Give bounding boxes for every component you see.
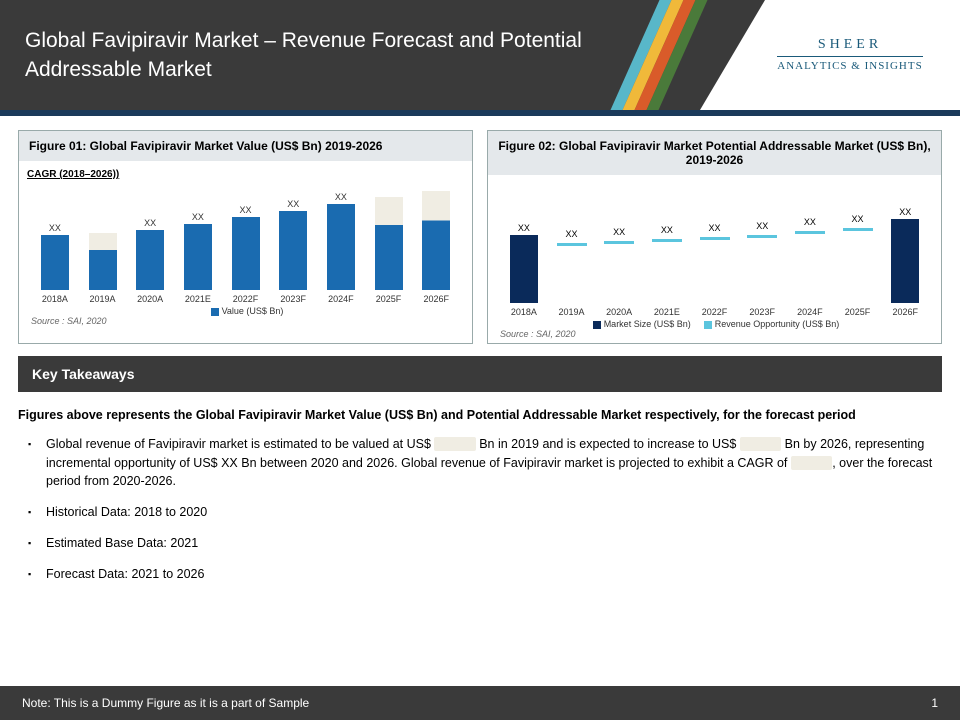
- page-footer: Note: This is a Dummy Figure as it is a …: [0, 686, 960, 720]
- takeaways-list: Global revenue of Favipiravir market is …: [18, 435, 942, 584]
- figure-2-bars: XX2018AXX2019AXX2020AXX2021EXX2022FXX202…: [496, 197, 933, 317]
- page-number: 1: [931, 696, 938, 710]
- figure-2-legend: Market Size (US$ Bn) Revenue Opportunity…: [496, 319, 933, 329]
- figure-1-title: Figure 01: Global Favipiravir Market Val…: [19, 131, 472, 161]
- figure-1: Figure 01: Global Favipiravir Market Val…: [18, 130, 473, 344]
- page-title: Global Favipiravir Market – Revenue Fore…: [25, 26, 625, 85]
- header-underline: [0, 110, 960, 116]
- takeaway-item: Estimated Base Data: 2021: [28, 534, 942, 553]
- takeaway-item: Forecast Data: 2021 to 2026: [28, 565, 942, 584]
- figure-1-legend: Value (US$ Bn): [27, 306, 464, 316]
- footer-note: Note: This is a Dummy Figure as it is a …: [22, 696, 309, 710]
- figure-2-title: Figure 02: Global Favipiravir Market Pot…: [488, 131, 941, 175]
- key-takeaways-header: Key Takeaways: [18, 356, 942, 392]
- logo-line1: SHEER: [777, 36, 922, 54]
- figure-1-source: Source : SAI, 2020: [27, 316, 464, 326]
- figures-row: Figure 01: Global Favipiravir Market Val…: [18, 130, 942, 344]
- takeaways-intro: Figures above represents the Global Favi…: [18, 406, 942, 425]
- figure-2-source: Source : SAI, 2020: [496, 329, 933, 339]
- page-header: Global Favipiravir Market – Revenue Fore…: [0, 0, 960, 110]
- key-takeaways-body: Figures above represents the Global Favi…: [18, 406, 942, 583]
- takeaway-item: Historical Data: 2018 to 2020: [28, 503, 942, 522]
- figure-1-bars: XX2018A2019AXX2020AXX2021EXX2022FXX2023F…: [27, 184, 464, 304]
- takeaway-item: Global revenue of Favipiravir market is …: [28, 435, 942, 491]
- cagr-label: CAGR (2018–2026)): [27, 169, 464, 180]
- logo-line2: ANALYTICS & INSIGHTS: [777, 59, 922, 73]
- figure-2: Figure 02: Global Favipiravir Market Pot…: [487, 130, 942, 344]
